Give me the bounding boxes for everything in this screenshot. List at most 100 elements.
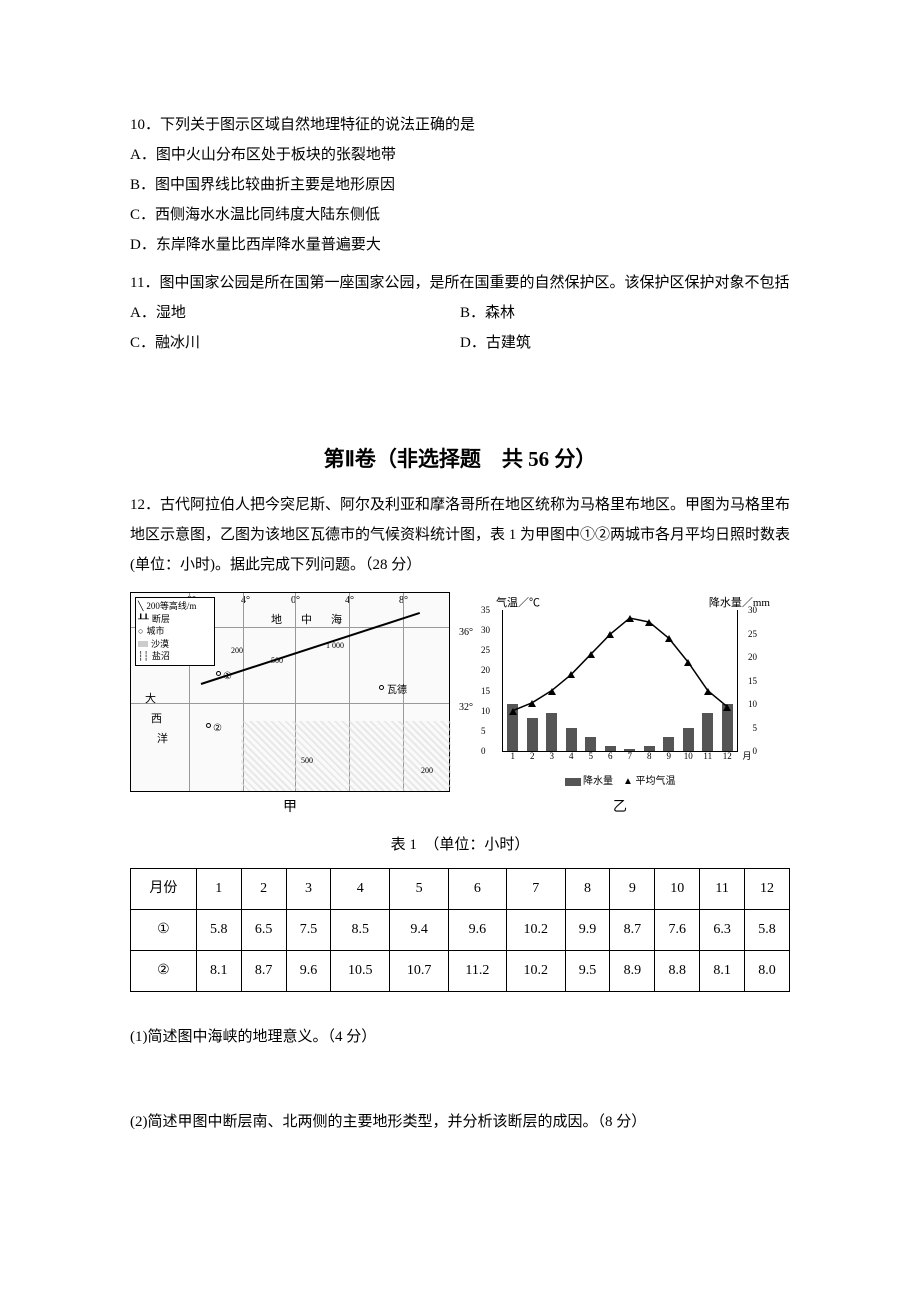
table-row-label: ①	[131, 910, 197, 951]
city-2-marker	[206, 723, 211, 728]
ytick-right: 10	[748, 695, 757, 713]
q10-option-d: D．东岸降水量比西岸降水量普遍要大	[130, 230, 790, 260]
q12-sub2: (2)简述甲图中断层南、北两侧的主要地形类型，并分析该断层的成因。（8 分）	[130, 1107, 790, 1137]
q10-option-c: C．西侧海水水温比同纬度大陆东侧低	[130, 200, 790, 230]
table-cell: 11.2	[449, 951, 507, 992]
table-row-label: ②	[131, 951, 197, 992]
contour-label: 500	[271, 653, 283, 669]
table-header-cell: 10	[655, 869, 700, 910]
table-header-cell: 月份	[131, 869, 197, 910]
legend-fault: 断层	[152, 613, 170, 626]
map-gridline	[131, 703, 449, 704]
ytick-left: 20	[481, 661, 490, 679]
legend-desert: 沙漠	[151, 638, 169, 651]
label-atlantic-1: 大	[145, 688, 156, 710]
q12-stem: 12．古代阿拉伯人把今突尼斯、阿尔及利亚和摩洛哥所在地区统称为马格里布地区。甲图…	[130, 490, 790, 580]
legend-bar-icon	[565, 778, 581, 786]
table-cell: 8.8	[655, 951, 700, 992]
table-header-cell: 1	[196, 869, 241, 910]
question-11: 11．图中国家公园是所在国第一座国家公园，是所在国重要的自然保护区。该保护区保护…	[130, 268, 790, 358]
ytick-left: 0	[481, 742, 486, 760]
table-cell: 8.1	[196, 951, 241, 992]
city-1-label: ①	[223, 667, 232, 687]
ytick-right: 30	[748, 601, 757, 619]
city-1-marker	[216, 671, 221, 676]
ytick-left: 35	[481, 601, 490, 619]
q10-option-b: B．图中国界线比较曲折主要是地形原因	[130, 170, 790, 200]
table-header-cell: 2	[241, 869, 286, 910]
ytick-right: 20	[748, 648, 757, 666]
table-header-cell: 7	[506, 869, 565, 910]
contour-label: 200	[231, 643, 243, 659]
table-cell: 8.7	[610, 910, 655, 951]
table-header-cell: 11	[700, 869, 745, 910]
table-cell: 6.3	[700, 910, 745, 951]
ytick-left: 5	[481, 722, 486, 740]
city-wade-label: 瓦德	[387, 681, 407, 701]
table-cell: 10.7	[390, 951, 449, 992]
table-header-cell: 12	[745, 869, 790, 910]
sunshine-table: 月份123456789101112 ①5.86.57.58.59.49.610.…	[130, 868, 790, 992]
legend-line-icon: ▲	[623, 772, 633, 792]
chart-plot-area: 0510152025303505101520253012345678910111…	[502, 610, 738, 752]
table-header-cell: 5	[390, 869, 449, 910]
table-header-cell: 4	[331, 869, 390, 910]
city-2-label: ②	[213, 719, 222, 739]
legend-city: 城市	[146, 625, 164, 638]
table-row-2: ②8.18.79.610.510.711.210.29.58.98.88.18.…	[131, 951, 790, 992]
ytick-left: 25	[481, 641, 490, 659]
table-cell: 7.5	[286, 910, 331, 951]
table-cell: 9.5	[565, 951, 610, 992]
chart-caption: 乙	[470, 794, 770, 822]
figure-row: 8° 4° 0° 4° 8° 36° 32° ╲200等高线/m	[130, 592, 790, 822]
label-mediterranean: 地 中 海	[271, 609, 346, 631]
table-cell: 8.5	[331, 910, 390, 951]
table-header-cell: 8	[565, 869, 610, 910]
table-cell: 8.7	[241, 951, 286, 992]
table-cell: 6.5	[241, 910, 286, 951]
table-cell: 9.6	[449, 910, 507, 951]
ytick-right: 0	[753, 742, 758, 760]
chart-legend: 降水量 ▲ 平均气温	[470, 772, 770, 792]
table-cell: 9.6	[286, 951, 331, 992]
table-cell: 10.2	[506, 951, 565, 992]
table-cell: 9.9	[565, 910, 610, 951]
ytick-left: 15	[481, 682, 490, 700]
ytick-left: 10	[481, 702, 490, 720]
table-cell: 5.8	[196, 910, 241, 951]
legend-salt: 盐沼	[152, 650, 170, 663]
table-header-row: 月份123456789101112	[131, 869, 790, 910]
q11-option-c: C．融冰川	[130, 328, 460, 358]
x-axis-label: 月	[742, 747, 751, 765]
ytick-left: 30	[481, 621, 490, 639]
table-cell: 9.4	[390, 910, 449, 951]
q10-stem: 10．下列关于图示区域自然地理特征的说法正确的是	[130, 110, 790, 140]
map-figure: 8° 4° 0° 4° 8° 36° 32° ╲200等高线/m	[130, 592, 450, 792]
legend-contour: 200等高线/m	[146, 600, 196, 613]
ytick-right: 15	[748, 672, 757, 690]
table-row-1: ①5.86.57.58.59.49.610.29.98.77.66.35.8	[131, 910, 790, 951]
q12-sub1: (1)简述图中海峡的地理意义。（4 分）	[130, 1022, 790, 1052]
table-cell: 10.2	[506, 910, 565, 951]
section-2-title: 第Ⅱ卷（非选择题 共 56 分）	[130, 438, 790, 480]
table-cell: 7.6	[655, 910, 700, 951]
map-legend: ╲200等高线/m ┸┸断层 ○城市 沙漠 ┆┆盐沼	[135, 597, 215, 666]
label-atlantic-2: 西	[151, 708, 162, 730]
table-header-cell: 3	[286, 869, 331, 910]
table-cell: 8.0	[745, 951, 790, 992]
question-12: 12．古代阿拉伯人把今突尼斯、阿尔及利亚和摩洛哥所在地区统称为马格里布地区。甲图…	[130, 490, 790, 1137]
question-10: 10．下列关于图示区域自然地理特征的说法正确的是 A．图中火山分布区处于板块的张…	[130, 110, 790, 260]
city-wade-marker	[379, 685, 384, 690]
q10-option-a: A．图中火山分布区处于板块的张裂地带	[130, 140, 790, 170]
label-atlantic-3: 洋	[157, 728, 168, 750]
table-cell: 5.8	[745, 910, 790, 951]
contour-label: 200	[421, 763, 433, 779]
table-cell: 8.9	[610, 951, 655, 992]
chart-wrapper: 气温／℃ 降水量／mm 0510152025303505101520253012…	[470, 592, 770, 822]
q11-option-a: A．湿地	[130, 298, 460, 328]
table-header-cell: 6	[449, 869, 507, 910]
legend-temp-label: 平均气温	[635, 776, 675, 787]
table-cell: 10.5	[331, 951, 390, 992]
contour-label: 1 000	[326, 638, 344, 654]
q11-stem: 11．图中国家公园是所在国第一座国家公园，是所在国重要的自然保护区。该保护区保护…	[130, 268, 790, 298]
